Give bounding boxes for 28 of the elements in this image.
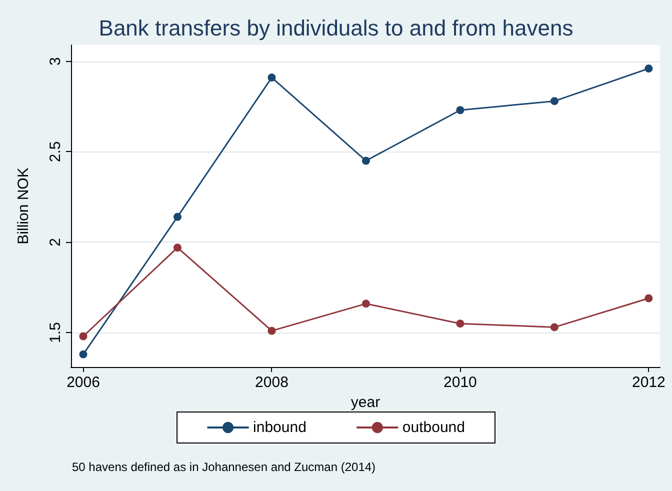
y-tick-label: 2 bbox=[47, 238, 64, 246]
y-axis-title: Billion NOK bbox=[15, 168, 32, 244]
point bbox=[268, 326, 276, 335]
y-tick-label: 1.5 bbox=[47, 322, 64, 344]
point bbox=[550, 97, 558, 106]
chart-title: Bank transfers by individuals to and from havens bbox=[98, 16, 574, 40]
point bbox=[79, 350, 88, 358]
point bbox=[174, 244, 182, 252]
point bbox=[79, 332, 88, 340]
point bbox=[362, 156, 370, 165]
point bbox=[456, 320, 464, 328]
y-tick-label: 3 bbox=[47, 57, 64, 66]
x-tick-label: 2006 bbox=[66, 374, 100, 391]
x-tick-label: 2012 bbox=[632, 374, 666, 391]
point bbox=[174, 212, 182, 221]
x-tick-label: 2010 bbox=[444, 374, 477, 391]
point bbox=[644, 64, 653, 73]
text: 50 havens defined as in Johannesen and Zucman (2014) bbox=[72, 460, 376, 474]
x-tick-label: 2008 bbox=[255, 374, 288, 391]
point bbox=[550, 323, 558, 332]
point bbox=[644, 294, 653, 302]
point bbox=[362, 300, 370, 308]
y-tick-label: 2.5 bbox=[47, 141, 64, 162]
legend-label: inbound bbox=[253, 419, 306, 436]
point bbox=[268, 74, 276, 82]
point bbox=[456, 106, 464, 114]
legend-label: outbound bbox=[402, 419, 465, 436]
x-axis-title: year bbox=[350, 394, 380, 411]
